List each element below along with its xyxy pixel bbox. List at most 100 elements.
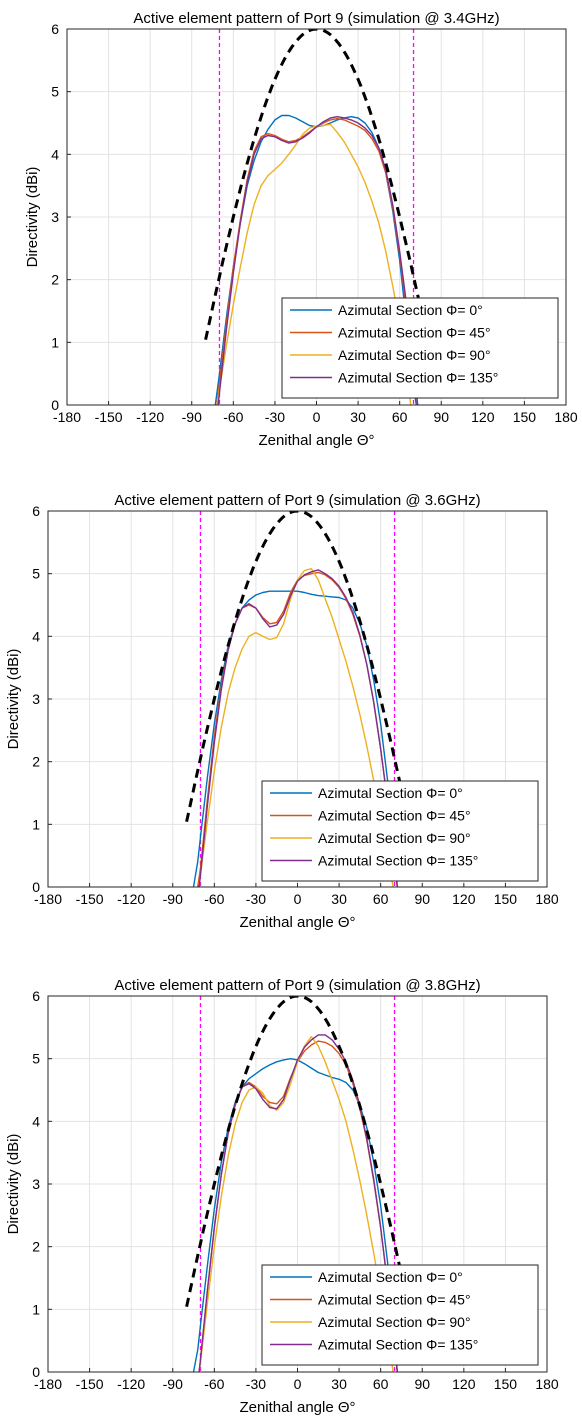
- series-line-3: [198, 569, 398, 887]
- x-tick-label: -120: [136, 409, 164, 425]
- legend-box: [261, 1264, 539, 1366]
- y-tick-label: 4: [32, 1113, 40, 1129]
- chart-title: Active element pattern of Port 9 (simula…: [133, 10, 499, 27]
- x-tick-label: 90: [433, 409, 449, 425]
- x-axis-label: Zenithal angle Θ°: [239, 914, 355, 931]
- x-tick-label: -30: [246, 1376, 266, 1392]
- legend-entry-2: Azimutal Section Φ= 90°: [318, 1314, 471, 1330]
- y-tick-label: 4: [32, 628, 40, 644]
- series-line-2: [198, 1035, 394, 1372]
- legend-entry-0: Azimutal Section Φ= 0°: [338, 302, 483, 318]
- legend-box: [261, 780, 539, 882]
- y-tick-label: 2: [51, 272, 59, 288]
- legend-box: [281, 297, 559, 399]
- legend-entry-2: Azimutal Section Φ= 90°: [338, 347, 491, 363]
- x-tick-label: -90: [182, 409, 202, 425]
- legend-entry-3: Azimutal Section Φ= 135°: [318, 1337, 478, 1353]
- y-tick-label: 3: [51, 209, 59, 225]
- legend-entry-2: Azimutal Section Φ= 90°: [318, 830, 471, 846]
- x-tick-label: -150: [95, 409, 123, 425]
- series-line-3: [217, 115, 419, 405]
- x-tick-label: -60: [204, 891, 224, 907]
- legend-entry-1: Azimutal Section Φ= 45°: [318, 1292, 471, 1308]
- y-tick-label: 6: [32, 503, 40, 519]
- envelope-line: [185, 511, 410, 823]
- chart-svg: -180 -150 -120 -90 -60 -30 0 30 60 90 120 150 180 0 1 2…: [24, 10, 578, 449]
- x-axis-label: Zenithal angle Θ°: [258, 432, 374, 449]
- y-tick-label: 2: [32, 754, 40, 770]
- envelope-line: [185, 996, 410, 1308]
- chart-svg: -180 -150 -120 -90 -60 -30 0 30 60 90 120 150 180 0 1 2…: [5, 977, 559, 1416]
- x-tick-label: -150: [76, 1376, 104, 1392]
- x-tick-label: 180: [535, 891, 559, 907]
- legend-entry-1: Azimutal Section Φ= 45°: [338, 325, 491, 341]
- y-tick-label: 6: [51, 21, 59, 37]
- x-tick-label: -60: [223, 409, 243, 425]
- series-line-2: [216, 123, 412, 405]
- y-tick-label: 6: [32, 988, 40, 1004]
- x-tick-label: 60: [392, 409, 408, 425]
- y-tick-label: 3: [32, 1176, 40, 1192]
- plot-data-group: [185, 996, 410, 1372]
- x-tick-label: 60: [373, 891, 389, 907]
- y-axis-label: Directivity (dBi): [24, 167, 41, 268]
- y-tick-label: 0: [51, 397, 59, 413]
- y-axis-label: Directivity (dBi): [5, 649, 22, 750]
- plot-data-group: [204, 29, 429, 405]
- x-tick-label: 30: [331, 1376, 347, 1392]
- legend-entry-0: Azimutal Section Φ= 0°: [318, 785, 463, 801]
- y-tick-label: 1: [32, 1301, 40, 1317]
- x-tick-label: -180: [53, 409, 81, 425]
- x-tick-label: 0: [294, 891, 302, 907]
- x-tick-label: -180: [34, 891, 62, 907]
- x-tick-label: 150: [513, 409, 537, 425]
- legend-entry-0: Azimutal Section Φ= 0°: [318, 1269, 463, 1285]
- x-tick-label: 0: [294, 1376, 302, 1392]
- x-tick-label: -150: [76, 891, 104, 907]
- y-tick-label: 5: [32, 566, 40, 582]
- x-tick-label: 90: [414, 891, 430, 907]
- y-tick-label: 0: [32, 879, 40, 895]
- x-tick-label: 90: [414, 1376, 430, 1392]
- x-tick-label: -120: [117, 891, 145, 907]
- x-tick-label: 30: [331, 891, 347, 907]
- y-tick-label: 5: [32, 1051, 40, 1067]
- envelope-line: [204, 29, 429, 341]
- x-tick-label: 150: [494, 1376, 518, 1392]
- chart-svg: -180 -150 -120 -90 -60 -30 0 30 60 90 120 150 180 0 1 2…: [5, 492, 559, 931]
- x-tick-label: 120: [452, 1376, 476, 1392]
- x-tick-label: 60: [373, 1376, 389, 1392]
- y-tick-label: 4: [51, 146, 59, 162]
- x-tick-label: -90: [163, 891, 183, 907]
- y-tick-label: 3: [32, 691, 40, 707]
- y-tick-label: 1: [32, 816, 40, 832]
- x-tick-label: -60: [204, 1376, 224, 1392]
- chart-panel-3-6ghz: -180 -150 -120 -90 -60 -30 0 30 60 90 120 150 180 0 1 2…: [0, 476, 582, 952]
- x-tick-label: 0: [313, 409, 321, 425]
- x-tick-label: 150: [494, 891, 518, 907]
- chart-panel-3-8ghz: -180 -150 -120 -90 -60 -30 0 30 60 90 120 150 180 0 1 2…: [0, 952, 582, 1428]
- x-tick-label: -30: [246, 891, 266, 907]
- x-tick-label: -120: [117, 1376, 145, 1392]
- chart-title: Active element pattern of Port 9 (simula…: [114, 977, 480, 994]
- legend-entry-1: Azimutal Section Φ= 45°: [318, 808, 471, 824]
- x-tick-label: 180: [535, 1376, 559, 1392]
- plot-data-group: [185, 511, 410, 887]
- legend-entry-3: Azimutal Section Φ= 135°: [318, 853, 478, 869]
- x-tick-label: 120: [452, 891, 476, 907]
- x-tick-label: -90: [163, 1376, 183, 1392]
- x-tick-label: -30: [265, 409, 285, 425]
- y-tick-label: 0: [32, 1364, 40, 1380]
- x-tick-label: 180: [554, 409, 578, 425]
- y-axis-label: Directivity (dBi): [5, 1134, 22, 1235]
- y-tick-label: 5: [51, 84, 59, 100]
- x-tick-label: 30: [350, 409, 366, 425]
- series-line-3: [198, 1034, 398, 1372]
- x-axis-label: Zenithal angle Θ°: [239, 1399, 355, 1416]
- chart-panel-3-4ghz: -180 -150 -120 -90 -60 -30 0 30 60 90 120 150 180 0 1 2…: [0, 0, 582, 476]
- chart-title: Active element pattern of Port 9 (simula…: [114, 492, 480, 509]
- y-tick-label: 2: [32, 1239, 40, 1255]
- y-tick-label: 1: [51, 334, 59, 350]
- x-tick-label: 120: [471, 409, 495, 425]
- legend-entry-3: Azimutal Section Φ= 135°: [338, 370, 498, 386]
